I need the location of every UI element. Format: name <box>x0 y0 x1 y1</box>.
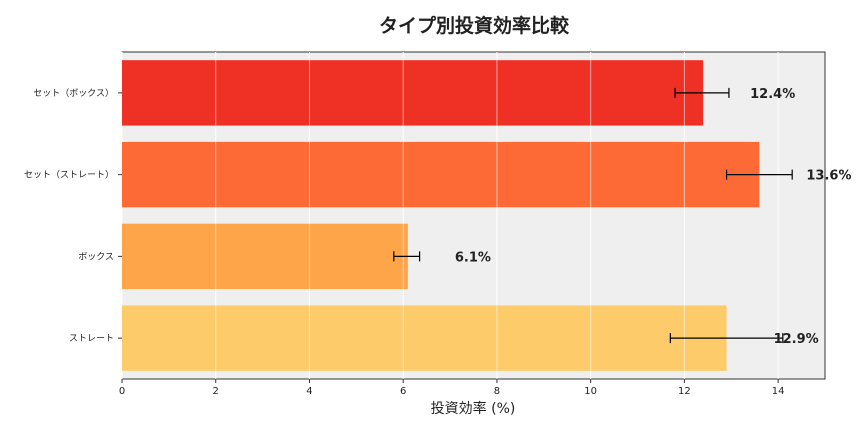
y-tick-label: セット（ボックス） <box>33 88 114 99</box>
bar <box>122 60 704 126</box>
error-bars <box>393 87 793 344</box>
x-axis-ticks: 0 2 4 6 8 10 12 14 <box>119 379 785 397</box>
data-label: 12.4% <box>750 87 795 102</box>
bar <box>122 223 408 290</box>
bars <box>122 60 760 371</box>
data-label: 13.6% <box>806 169 851 184</box>
x-tick-label: 8 <box>494 386 500 397</box>
y-tick-label: セット（ストレート） <box>24 170 114 181</box>
chart-title: タイプ別投資効率比較 <box>379 14 570 37</box>
x-tick-label: 14 <box>772 386 785 397</box>
x-tick-label: 2 <box>213 386 219 397</box>
x-tick-label: 4 <box>306 386 312 397</box>
x-tick-label: 12 <box>678 386 691 397</box>
x-tick-label: 0 <box>119 386 125 397</box>
bar <box>122 141 760 208</box>
x-axis-label: 投資効率 (%) <box>431 400 516 417</box>
data-label: 6.1% <box>455 250 491 265</box>
y-tick-label: ボックス <box>78 251 114 262</box>
y-tick-label: ストレート <box>69 334 114 344</box>
x-tick-label: 6 <box>400 386 406 397</box>
x-tick-label: 10 <box>584 386 597 397</box>
data-label: 12.9% <box>774 332 819 347</box>
data-labels: 12.4% 13.6% 6.1% 12.9% <box>455 87 852 347</box>
bar <box>122 305 727 371</box>
